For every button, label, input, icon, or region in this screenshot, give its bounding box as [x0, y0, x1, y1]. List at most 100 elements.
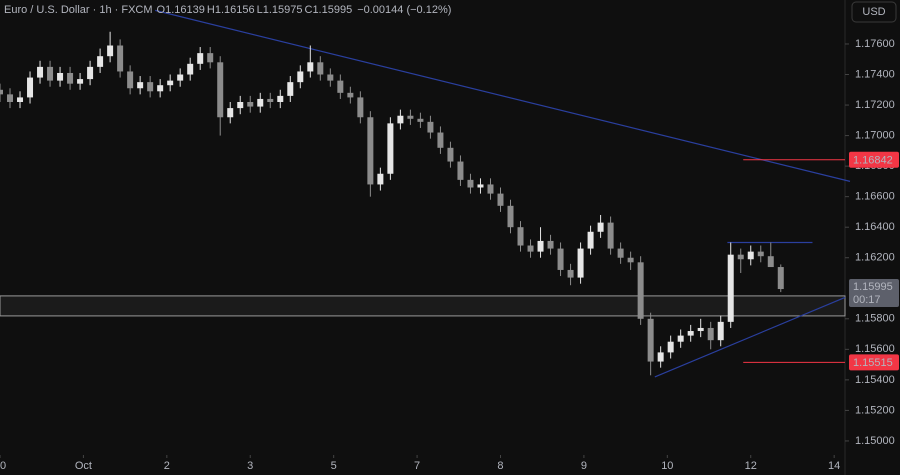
- x-tick-label: 5: [331, 460, 337, 472]
- candle-body: [757, 251, 764, 257]
- candle-body: [517, 227, 524, 246]
- ohlc-value: 1.16139: [165, 4, 205, 16]
- candle-body: [337, 80, 344, 93]
- candle-body: [657, 352, 664, 362]
- candle-body: [637, 262, 644, 319]
- y-tick-label: 1.16200: [855, 252, 895, 264]
- candle-body: [267, 98, 274, 102]
- candle-body: [387, 123, 394, 174]
- ohlc-label: C: [304, 4, 312, 16]
- ohlc-value: 1.15975: [263, 4, 303, 16]
- candle-body: [0, 89, 3, 95]
- currency-button[interactable]: [851, 1, 897, 23]
- candle-body: [497, 193, 504, 206]
- level-label: 1.16842: [853, 155, 893, 167]
- candle-body: [647, 318, 654, 362]
- candle-body: [167, 80, 174, 86]
- candle-body: [747, 251, 754, 260]
- candle-body: [617, 248, 624, 258]
- candle-body: [97, 56, 104, 67]
- candle-body: [447, 147, 454, 162]
- ohlc-label: L: [257, 4, 263, 16]
- candle-body: [767, 256, 774, 268]
- candle-body: [327, 74, 334, 81]
- candle-body: [287, 82, 294, 96]
- trendline: [155, 9, 851, 182]
- candle-body: [357, 97, 364, 118]
- level-label-box: [849, 354, 899, 371]
- candle-body: [7, 94, 14, 102]
- ohlc-label: H: [207, 4, 215, 16]
- candle-body: [77, 79, 84, 84]
- candle-body: [537, 240, 544, 252]
- candle-body: [307, 62, 314, 72]
- candle-body: [557, 248, 564, 270]
- candle-body: [717, 321, 724, 341]
- y-tick-label: 1.16600: [855, 191, 895, 203]
- candle-body: [507, 205, 514, 228]
- candle-body: [567, 269, 574, 278]
- candle-body: [257, 98, 264, 107]
- candle-body: [37, 66, 44, 78]
- ohlc-label: O: [157, 4, 166, 16]
- candle-body: [227, 108, 234, 118]
- currency[interactable]: USD: [862, 6, 885, 18]
- candle-body: [477, 184, 484, 188]
- y-tick-label: 1.17400: [855, 68, 895, 80]
- candle-body: [437, 132, 444, 148]
- candle-body: [597, 222, 604, 232]
- candle-body: [667, 341, 674, 353]
- candle-body: [137, 82, 144, 89]
- candle-body: [117, 45, 124, 72]
- candle-body: [197, 53, 204, 64]
- y-tick-label: 1.16400: [855, 221, 895, 233]
- y-tick-label: 1.15800: [855, 313, 895, 325]
- candle-body: [157, 85, 164, 92]
- y-tick-label: 1.17600: [855, 38, 895, 50]
- y-tick-label: 1.17200: [855, 99, 895, 111]
- y-tick-label: 1.17000: [855, 129, 895, 141]
- candle-body: [727, 254, 734, 322]
- candle-body: [677, 335, 684, 342]
- candle-body: [17, 97, 24, 102]
- ohlc-value: 1.15995: [312, 4, 352, 16]
- x-tick-label: 14: [828, 460, 840, 472]
- x-tick-label: 12: [745, 460, 757, 472]
- x-tick-label: 8: [497, 460, 503, 472]
- candle-body: [737, 254, 744, 260]
- candle-body: [237, 101, 244, 109]
- candle-body: [47, 66, 54, 81]
- trendline: [654, 296, 846, 378]
- candle-body: [27, 77, 34, 98]
- candle-body: [697, 327, 704, 332]
- x-tick-label: 9: [581, 460, 587, 472]
- candle-body: [317, 62, 324, 75]
- candle-body: [127, 71, 134, 89]
- x-tick-label: 10: [661, 460, 673, 472]
- support-zone: [0, 295, 846, 317]
- candle-body: [627, 257, 634, 263]
- candle-body: [187, 63, 194, 75]
- candle-body: [407, 115, 414, 119]
- countdown: 00:17: [853, 294, 881, 306]
- candle-body: [417, 118, 424, 122]
- y-tick-label: 1.15000: [855, 435, 895, 447]
- candle-body: [547, 240, 554, 249]
- candle-body: [587, 231, 594, 249]
- y-tick-label: 1.15200: [855, 404, 895, 416]
- candle-body: [87, 66, 94, 80]
- candle-body: [487, 184, 494, 194]
- candle-body: [277, 95, 284, 102]
- candle-body: [177, 74, 184, 81]
- x-tick-label: 3: [247, 460, 253, 472]
- candle-body: [217, 62, 224, 118]
- symbol: Euro / U.S. Dollar · 1h · FXCM: [4, 4, 153, 16]
- level-label: 1.15515: [853, 357, 893, 369]
- candle-body: [527, 245, 534, 252]
- ohlc-value: 1.16156: [215, 4, 255, 16]
- candle-body: [67, 72, 74, 84]
- candle-body: [467, 179, 474, 188]
